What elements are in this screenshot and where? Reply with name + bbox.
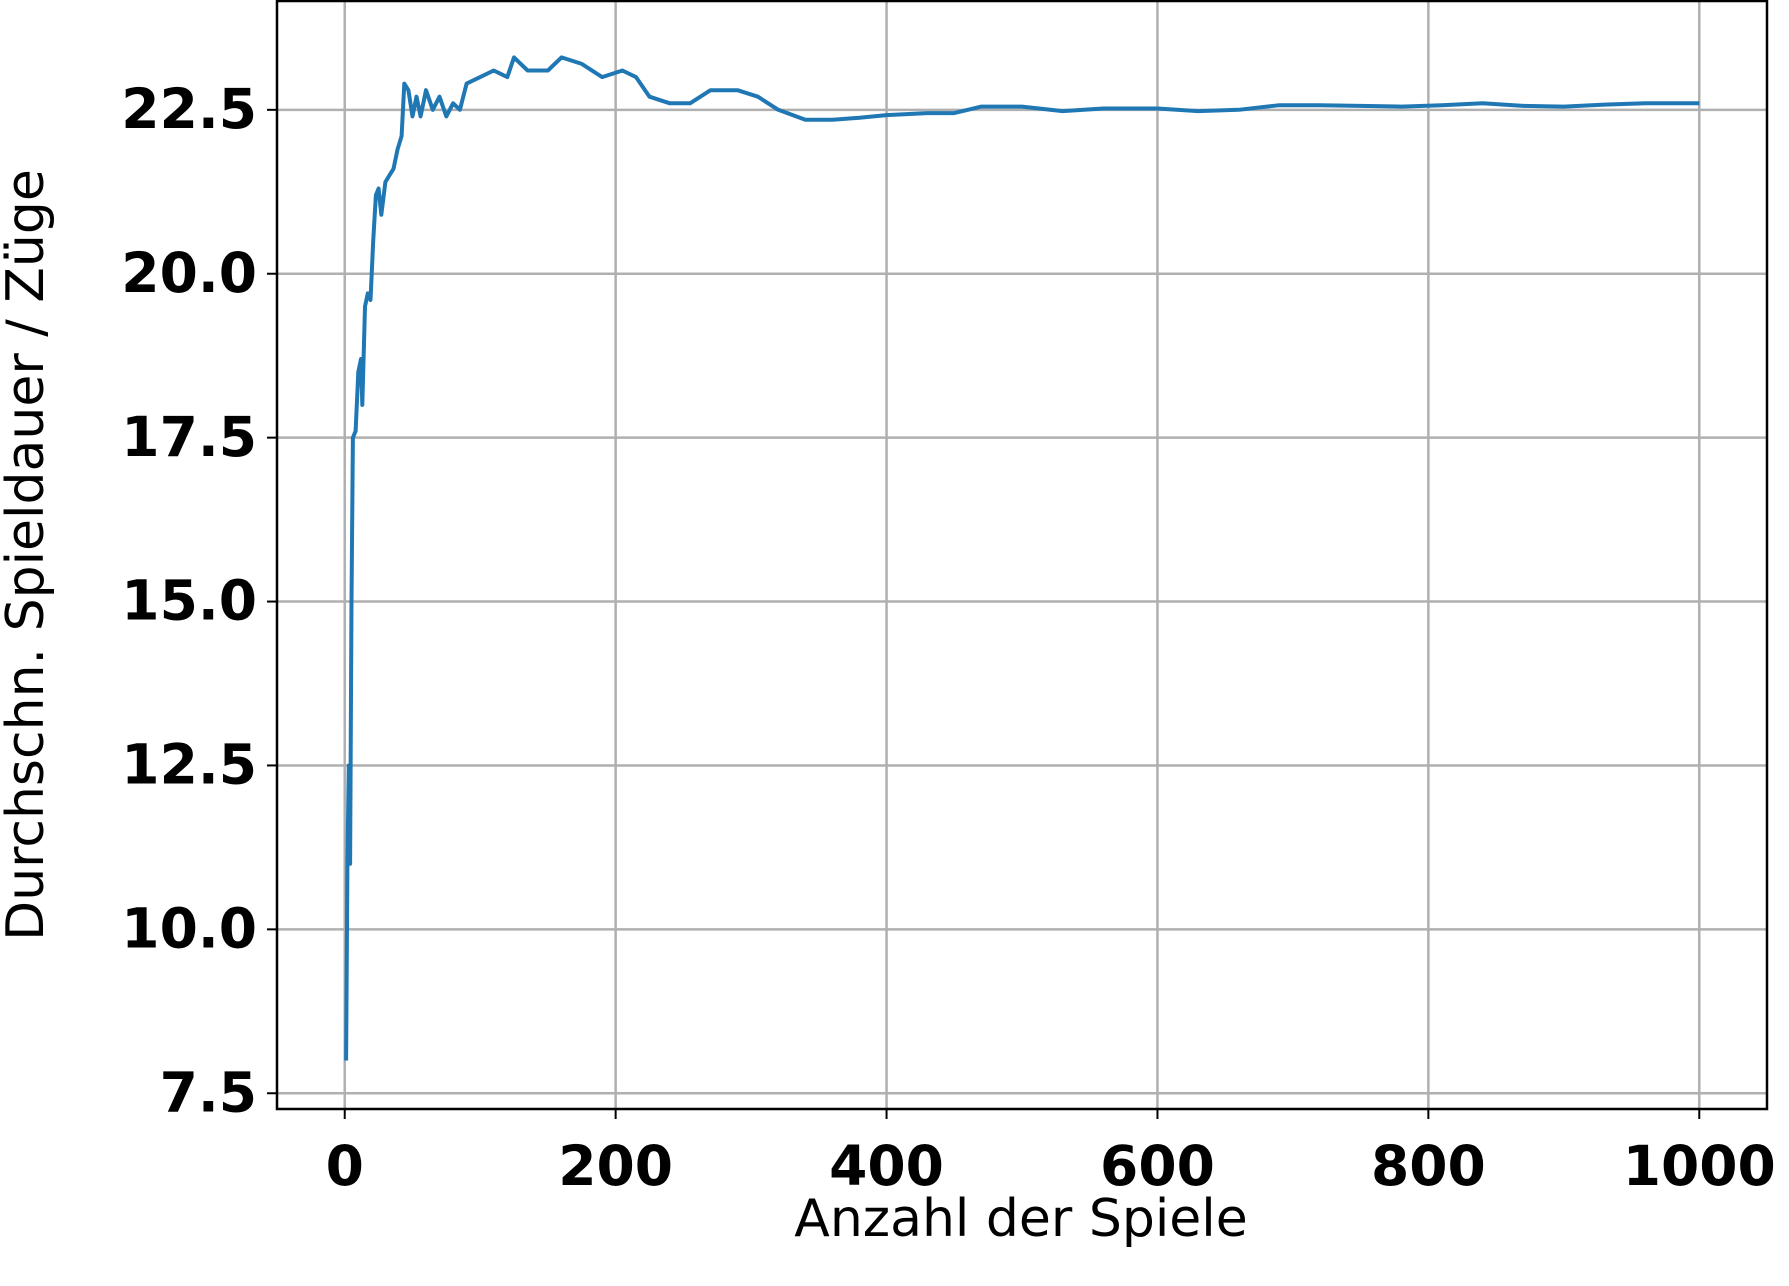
- x-axis-label: Anzahl der Spiele: [794, 1189, 1247, 1249]
- y-tick-label: 20.0: [121, 241, 257, 305]
- line-series: [344, 55, 1700, 1061]
- y-tick-label: 10.0: [121, 897, 257, 961]
- x-tick-label: 1000: [1623, 1134, 1776, 1198]
- y-tick-label: 7.5: [160, 1060, 257, 1124]
- x-tick-label: 200: [558, 1134, 673, 1198]
- plot-frame: [275, 0, 1769, 1111]
- y-axis-label: Durchschn. Spieldauer / Züge: [0, 169, 56, 941]
- y-tick-label: 17.5: [121, 405, 257, 469]
- y-tick-label: 12.5: [121, 733, 257, 797]
- y-tick-label: 22.5: [121, 77, 257, 141]
- x-tick-label: 800: [1371, 1134, 1486, 1198]
- x-tick-label: 600: [1100, 1134, 1215, 1198]
- x-tick-label: 0: [326, 1134, 364, 1198]
- x-tick-label: 400: [829, 1134, 944, 1198]
- y-tick-label: 15.0: [121, 569, 257, 633]
